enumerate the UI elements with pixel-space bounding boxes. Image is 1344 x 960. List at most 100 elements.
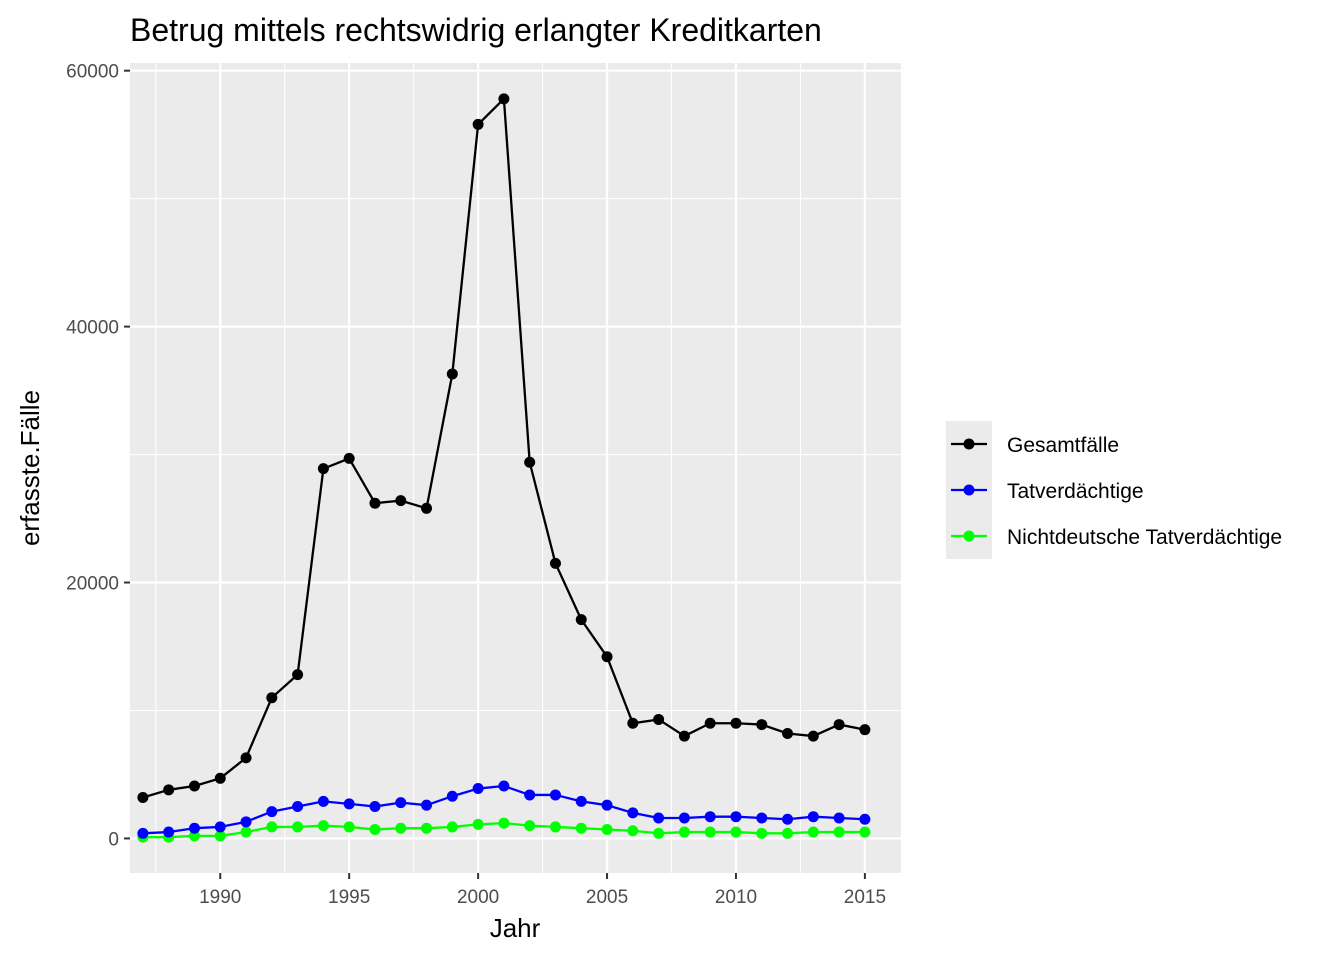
- data-point: [343, 821, 355, 833]
- data-point: [756, 827, 768, 839]
- data-point: [395, 495, 407, 507]
- x-tick-label: 2005: [586, 887, 628, 908]
- data-point: [137, 792, 149, 804]
- data-point: [833, 812, 845, 824]
- data-point: [188, 822, 200, 834]
- y-tick-label: 0: [108, 829, 119, 850]
- data-point: [704, 826, 716, 838]
- data-point: [472, 783, 484, 795]
- series-layer: [137, 93, 871, 843]
- data-point: [266, 821, 278, 833]
- data-point: [214, 821, 226, 833]
- data-point: [782, 827, 794, 839]
- data-point: [214, 772, 226, 784]
- data-point: [627, 825, 639, 837]
- data-point: [627, 807, 639, 819]
- series-group: [137, 780, 871, 839]
- data-point: [472, 118, 484, 130]
- plot-panel: [130, 63, 901, 873]
- x-tick-label: 2000: [457, 887, 499, 908]
- axes: 1990 1995 2000 2005 2010 2015 0 20000 40000 60000: [66, 62, 886, 908]
- legend-key-point: [963, 530, 975, 542]
- data-point: [549, 789, 561, 801]
- data-point: [807, 811, 819, 823]
- data-point: [549, 821, 561, 833]
- data-point: [343, 798, 355, 810]
- data-point: [859, 826, 871, 838]
- data-point: [266, 806, 278, 818]
- x-tick-label: 2015: [844, 887, 886, 908]
- data-point: [369, 497, 381, 509]
- data-point: [756, 719, 768, 731]
- legend: Gesamtfälle Tatverdächtige Nichtdeutsche T…: [946, 421, 1282, 559]
- data-point: [524, 789, 536, 801]
- data-point: [317, 820, 329, 832]
- data-point: [395, 822, 407, 834]
- data-point: [317, 463, 329, 475]
- y-tick-label: 40000: [66, 318, 119, 339]
- data-point: [807, 826, 819, 838]
- data-point: [446, 821, 458, 833]
- data-point: [833, 826, 845, 838]
- data-point: [214, 830, 226, 842]
- y-tick-label: 20000: [66, 574, 119, 595]
- data-point: [292, 821, 304, 833]
- data-point: [524, 456, 536, 468]
- x-axis-title: Jahr: [490, 913, 541, 943]
- data-point: [137, 827, 149, 839]
- legend-key-point: [963, 438, 975, 450]
- data-point: [653, 812, 665, 824]
- data-point: [782, 813, 794, 825]
- data-point: [575, 614, 587, 626]
- data-point: [395, 797, 407, 809]
- data-point: [833, 719, 845, 731]
- data-point: [575, 795, 587, 807]
- series-group: [137, 93, 871, 804]
- chart-title: Betrug mittels rechtswidrig erlangter Kr…: [130, 12, 822, 48]
- x-tick-label: 1990: [199, 887, 241, 908]
- data-point: [653, 713, 665, 725]
- data-point: [240, 752, 252, 764]
- data-point: [369, 800, 381, 812]
- y-axis-title: erfasste.Fälle: [15, 390, 45, 546]
- data-point: [421, 502, 433, 514]
- data-point: [704, 811, 716, 823]
- x-tick-label: 2010: [715, 887, 757, 908]
- legend-label: Gesamtfälle: [1007, 434, 1119, 457]
- data-point: [163, 784, 175, 796]
- data-point: [421, 822, 433, 834]
- data-point: [859, 813, 871, 825]
- data-point: [498, 817, 510, 829]
- data-point: [859, 724, 871, 736]
- data-point: [678, 826, 690, 838]
- data-point: [704, 717, 716, 729]
- data-point: [317, 795, 329, 807]
- data-point: [188, 830, 200, 842]
- data-point: [369, 823, 381, 835]
- data-point: [446, 368, 458, 380]
- data-point: [292, 800, 304, 812]
- data-point: [266, 692, 278, 704]
- data-point: [343, 452, 355, 464]
- data-point: [446, 790, 458, 802]
- legend-label: Nichtdeutsche Tatverdächtige: [1007, 526, 1282, 549]
- x-tick-label: 1995: [328, 887, 370, 908]
- legend-key-point: [963, 484, 975, 496]
- data-point: [653, 827, 665, 839]
- data-point: [601, 799, 613, 811]
- data-point: [678, 812, 690, 824]
- data-point: [678, 730, 690, 742]
- data-point: [730, 811, 742, 823]
- data-point: [782, 728, 794, 740]
- data-point: [601, 823, 613, 835]
- data-point: [730, 717, 742, 729]
- data-point: [498, 780, 510, 792]
- data-point: [807, 730, 819, 742]
- data-point: [575, 822, 587, 834]
- data-point: [421, 799, 433, 811]
- data-point: [163, 826, 175, 838]
- data-point: [601, 651, 613, 663]
- data-point: [756, 812, 768, 824]
- data-point: [240, 816, 252, 828]
